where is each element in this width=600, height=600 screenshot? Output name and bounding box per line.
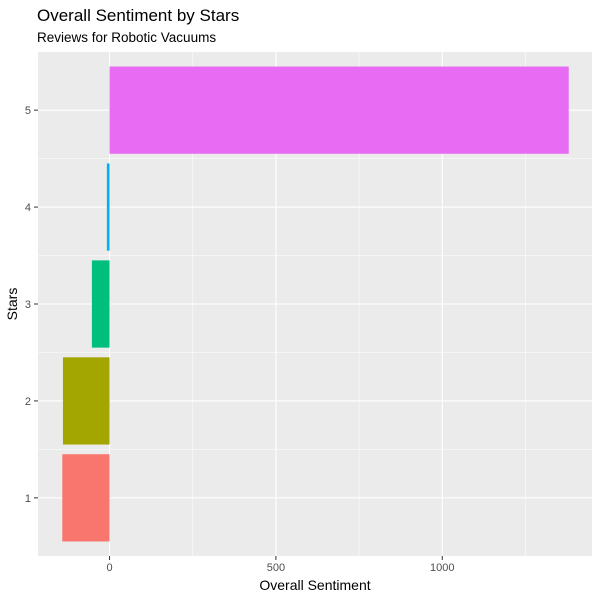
bar-stars-2 xyxy=(62,357,110,445)
x-tick-label: 500 xyxy=(267,562,285,574)
chart-title: Overall Sentiment by Stars xyxy=(37,6,239,25)
chart-subtitle: Reviews for Robotic Vacuums xyxy=(37,30,216,45)
bar-stars-5 xyxy=(109,66,569,154)
y-tick-label: 5 xyxy=(25,105,31,117)
y-tick-label: 2 xyxy=(25,396,31,408)
y-tick-label: 4 xyxy=(25,202,31,214)
x-tick-label: 0 xyxy=(106,562,112,574)
bar-stars-3 xyxy=(91,260,110,348)
y-axis-ticks: 1 2 3 4 5 xyxy=(25,105,38,505)
x-tick-label: 1000 xyxy=(430,562,454,574)
x-axis-title: Overall Sentiment xyxy=(259,577,370,593)
y-tick-label: 1 xyxy=(25,493,31,505)
x-axis-ticks: 0 500 1000 xyxy=(106,556,455,574)
bars xyxy=(62,66,569,542)
bar-stars-4 xyxy=(106,163,110,251)
y-tick-label: 3 xyxy=(25,299,31,311)
bar-stars-1 xyxy=(62,454,110,542)
y-axis-title: Stars xyxy=(4,288,20,321)
